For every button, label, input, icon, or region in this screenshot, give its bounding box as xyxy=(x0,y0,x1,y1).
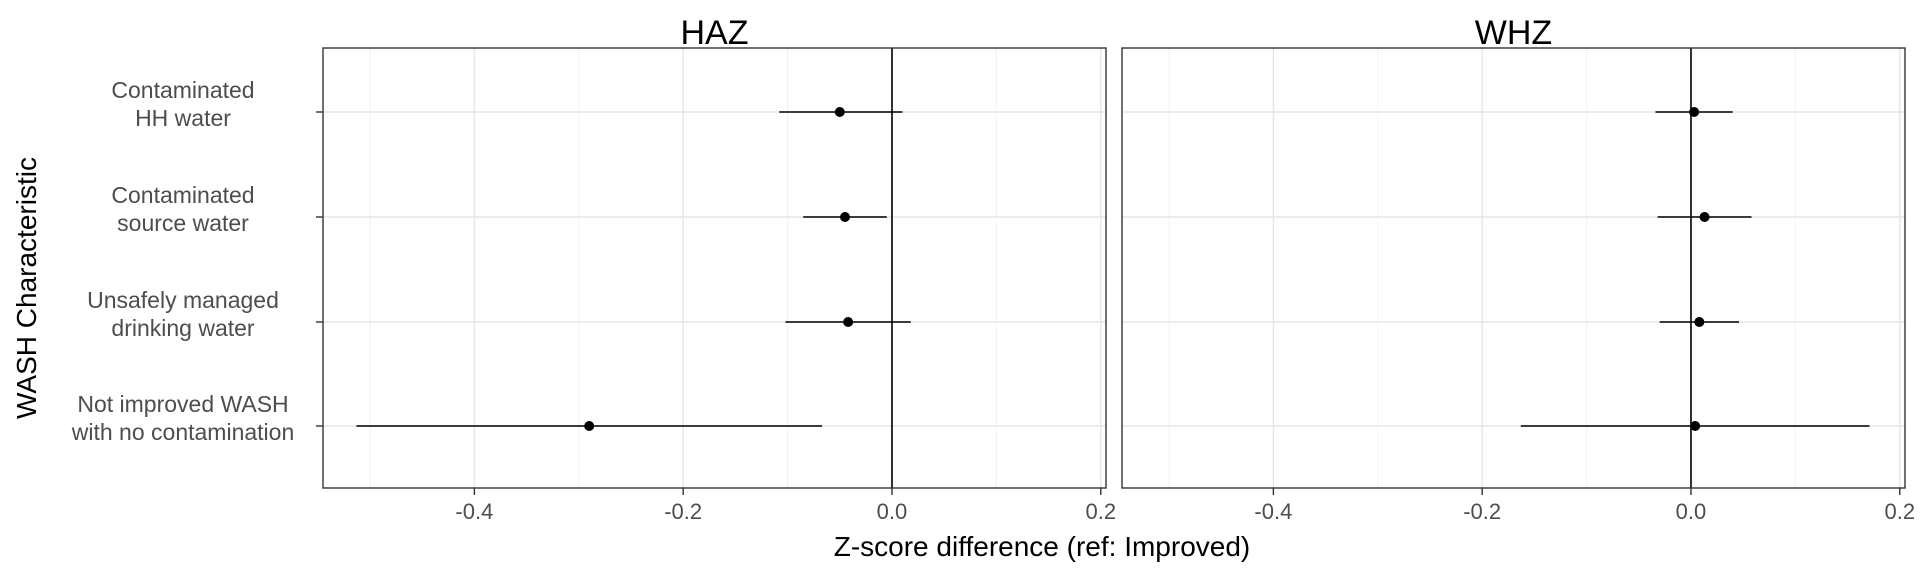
point-estimate xyxy=(1689,107,1700,117)
y-tick-label-line: Contaminated xyxy=(111,182,254,208)
panel-haz: HAZ -0.4 -0.2 0.0 0.2 xyxy=(316,14,1116,524)
point-estimate xyxy=(843,317,854,327)
x-tick-label: -0.2 xyxy=(664,499,702,524)
y-tick-label-line: Not improved WASH xyxy=(77,391,288,417)
panels-layer: HAZ -0.4 -0.2 0.0 0.2 WHZ -0.4 -0.2 0.0 0.2 xyxy=(316,14,1915,524)
y-tick-label-line: Unsafely managed xyxy=(87,287,279,313)
panel-border xyxy=(322,47,1107,489)
x-tick-label: 0.0 xyxy=(1676,499,1707,524)
y-tick-label-line: with no contamination xyxy=(71,419,294,445)
x-axis-title: Z-score difference (ref: Improved) xyxy=(834,531,1251,562)
x-tick-label: -0.2 xyxy=(1463,499,1501,524)
y-tick-label-line: Contaminated xyxy=(111,77,254,103)
x-tick-label: -0.4 xyxy=(1254,499,1292,524)
panel-title: HAZ xyxy=(681,14,749,52)
x-tick-label: 0.2 xyxy=(1884,499,1915,524)
point-estimate xyxy=(1694,317,1705,327)
x-tick-label: -0.4 xyxy=(455,499,493,524)
y-tick-label-line: HH water xyxy=(135,105,231,131)
y-tick-label: Contaminated source water xyxy=(111,182,254,236)
panel-border xyxy=(1121,47,1906,489)
y-tick-label: Not improved WASH with no contamination xyxy=(71,391,294,445)
point-estimate xyxy=(584,421,595,431)
y-tick-label: Contaminated HH water xyxy=(111,77,254,131)
y-tick-label: Unsafely managed drinking water xyxy=(87,287,279,341)
point-estimate xyxy=(1690,421,1701,431)
point-estimate xyxy=(834,107,845,117)
panel-whz: WHZ -0.4 -0.2 0.0 0.2 xyxy=(1121,14,1915,524)
panel-title: WHZ xyxy=(1475,14,1552,52)
point-estimate xyxy=(1699,212,1710,222)
y-tick-label-line: source water xyxy=(117,210,249,236)
y-axis-title: WASH Characteristic xyxy=(11,157,42,419)
x-tick-label: 0.2 xyxy=(1085,499,1116,524)
x-tick-label: 0.0 xyxy=(877,499,908,524)
point-estimate xyxy=(840,212,850,222)
y-tick-label-line: drinking water xyxy=(111,315,255,341)
